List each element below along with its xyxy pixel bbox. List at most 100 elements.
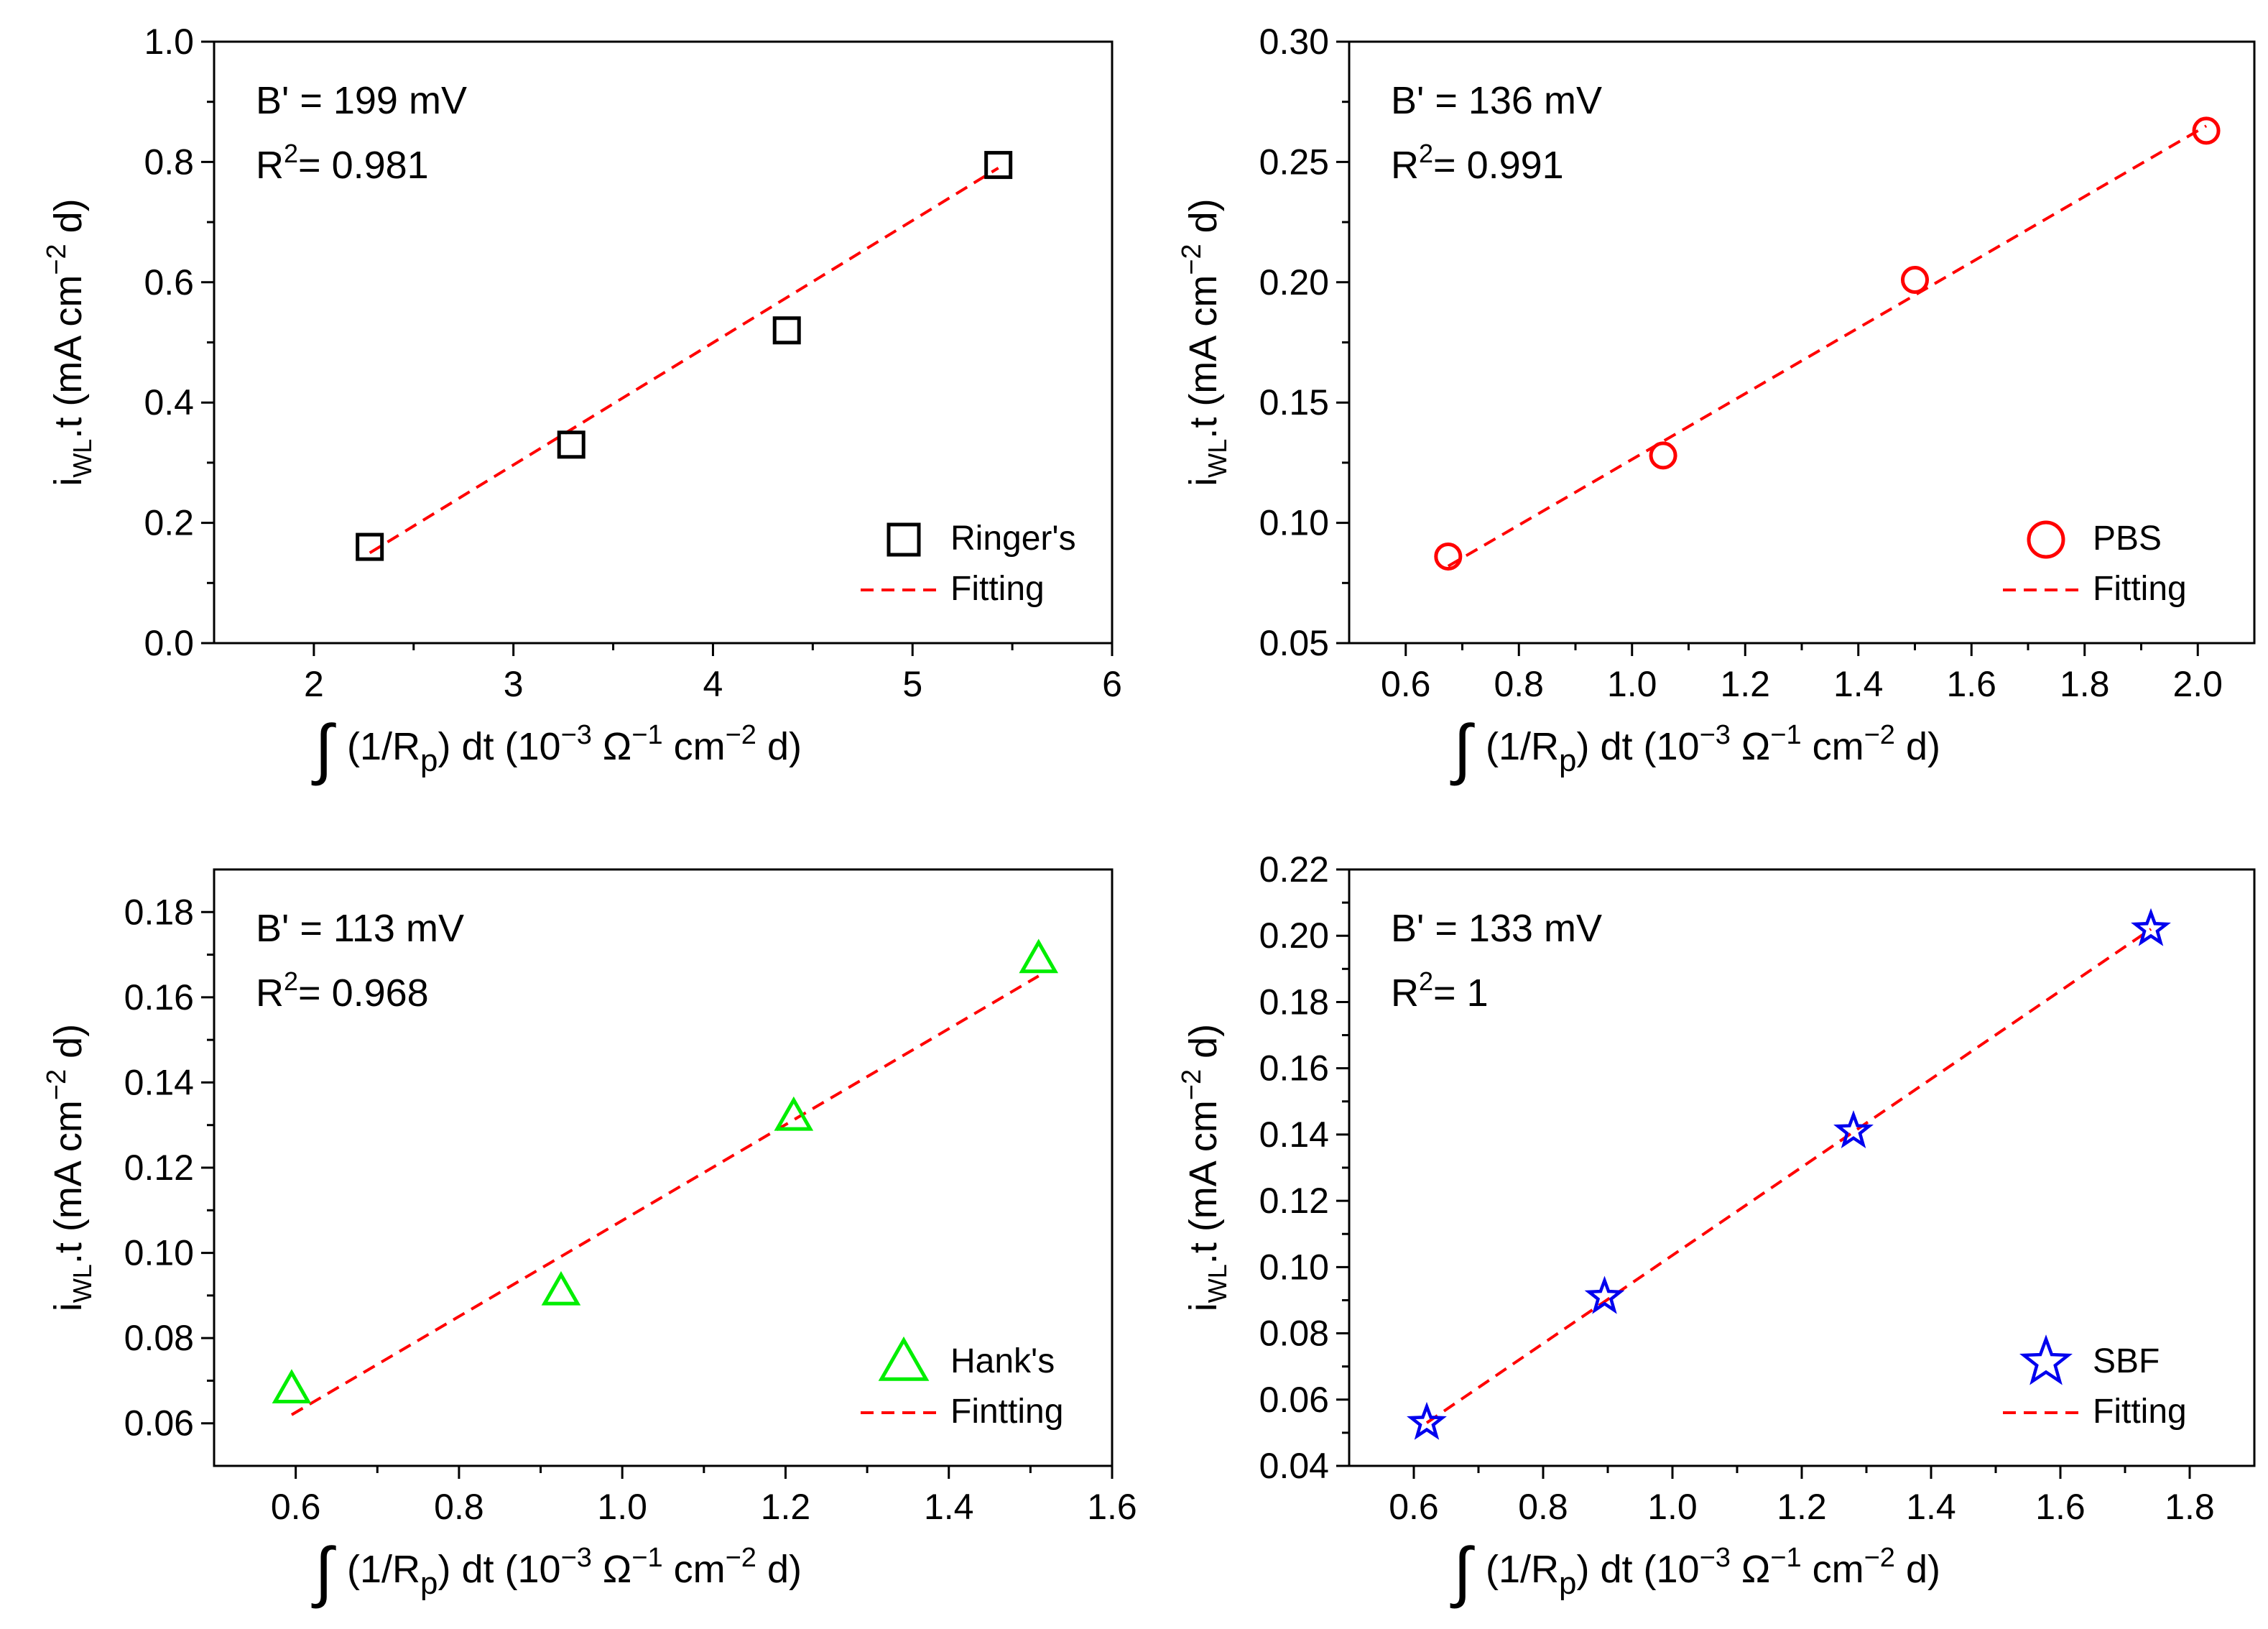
legend-label-fit: Fitting: [2093, 1393, 2187, 1431]
x-tick-label: 0.6: [1389, 1487, 1439, 1527]
y-tick-label: 0.25: [1259, 142, 1329, 182]
y-tick-label: 0.12: [1259, 1181, 1329, 1221]
y-tick-label: 0.22: [1259, 849, 1329, 890]
data-point: [772, 316, 801, 345]
y-tick-label: 0.20: [1259, 262, 1329, 303]
y-tick-label: 0.10: [1259, 503, 1329, 543]
x-tick-label: 2.0: [2172, 664, 2223, 704]
y-axis-title: iWL.t (mA cm−2 d): [1177, 198, 1232, 486]
y-tick-label: 0.2: [144, 503, 194, 543]
data-point: [541, 1270, 581, 1306]
fit-line: [1447, 124, 2208, 568]
x-tick-label: 1.8: [2060, 664, 2110, 704]
x-tick-label: 1.4: [1906, 1487, 1956, 1527]
legend-label-fit: Fintting: [950, 1393, 1063, 1431]
data-point: [356, 532, 384, 561]
x-tick-label: 4: [703, 664, 723, 704]
y-tick-label: 0.08: [1259, 1314, 1329, 1354]
x-axis-title: (1/Rp) dt (10−3 Ω−1 cm−2 d): [1486, 1543, 1940, 1601]
y-axis-title: iWL.t (mA cm−2 d): [1177, 1024, 1232, 1311]
x-tick-label: 1.6: [2035, 1487, 2086, 1527]
panel-top-right: 0.6 0.8 1.0 1.2 1.4 1.6 1.8 2.0 0.05 0.10 0.15 0.20…: [1177, 22, 2256, 786]
data-point: [2131, 908, 2171, 946]
r-squared-label: R2= 0.991: [1391, 139, 1564, 187]
y-tick-label: 0.16: [1259, 1048, 1329, 1089]
data-point: [1833, 1110, 1874, 1148]
y-tick-label: 0.20: [1259, 915, 1329, 956]
legend-marker: [2027, 520, 2065, 559]
y-tick-label: 0.04: [1259, 1446, 1329, 1486]
y-axis-title: iWL.t (mA cm−2 d): [42, 198, 97, 486]
y-tick-label: 1.0: [144, 22, 194, 62]
legend-label-markers: Ringer's: [950, 520, 1076, 558]
y-tick-label: 0.0: [144, 623, 194, 663]
data-point: [272, 1369, 312, 1404]
panel-top-left: 2 3 4 5 6 0.0 0.2 0.4 0.6 0.8 1.0 ∫ (1/Rp) dt (10−3 …: [42, 22, 1122, 786]
y-tick-label: 0.18: [1259, 982, 1329, 1022]
fit-line: [369, 167, 999, 555]
r-squared-label: R2= 0.968: [256, 966, 429, 1015]
data-point: [984, 151, 1013, 180]
panel-bottom-right: 0.6 0.8 1.0 1.2 1.4 1.6 1.8 0.04 0.06 0.08 0.10 0.1…: [1177, 849, 2256, 1609]
x-tick-label: 0.8: [1518, 1487, 1568, 1527]
b-prime-label: B' = 133 mV: [1391, 907, 1602, 950]
x-tick-label: 1.2: [761, 1487, 811, 1527]
legend-marker: [887, 522, 921, 557]
y-tick-label: 0.10: [1259, 1247, 1329, 1287]
x-tick-label: 1.4: [924, 1487, 974, 1527]
x-tick-label: 0.8: [1494, 664, 1544, 704]
y-tick-label: 0.30: [1259, 22, 1329, 62]
y-tick-label: 0.15: [1259, 382, 1329, 423]
y-tick-label: 0.06: [1259, 1380, 1329, 1420]
r-squared-label: R2= 0.981: [256, 139, 429, 187]
b-prime-label: B' = 136 mV: [1391, 79, 1602, 122]
b-prime-label: B' = 199 mV: [256, 79, 467, 122]
y-tick-label: 0.6: [144, 262, 194, 303]
integral-symbol: ∫: [1450, 712, 1475, 786]
y-tick-label: 0.10: [124, 1233, 194, 1273]
x-axis-title: (1/Rp) dt (10−3 Ω−1 cm−2 d): [1486, 720, 1940, 778]
data-point: [1407, 1401, 1447, 1440]
panel-bottom-left: 0.6 0.8 1.0 1.2 1.4 1.6 0.06 0.08 0.10 0.12 0.14 0.…: [42, 868, 1137, 1609]
y-tick-label: 0.05: [1259, 623, 1329, 663]
x-tick-label: 1.8: [2165, 1487, 2215, 1527]
y-tick-label: 0.14: [124, 1062, 194, 1102]
x-tick-label: 1.0: [1607, 664, 1657, 704]
legend-label-markers: PBS: [2093, 520, 2162, 558]
data-point: [2192, 116, 2221, 145]
data-point: [1434, 542, 1463, 571]
x-tick-label: 5: [902, 664, 922, 704]
integral-symbol: ∫: [1450, 1535, 1475, 1609]
integral-symbol: ∫: [311, 1535, 336, 1609]
x-tick-label: 0.6: [1381, 664, 1431, 704]
x-tick-label: 3: [504, 664, 524, 704]
legend-label-markers: SBF: [2093, 1342, 2160, 1380]
data-point: [1019, 938, 1059, 974]
data-point: [1901, 265, 1929, 294]
r-squared-label: R2= 1: [1391, 966, 1489, 1015]
x-tick-label: 1.2: [1720, 664, 1770, 704]
y-tick-label: 0.8: [144, 142, 194, 182]
x-tick-label: 1.0: [1647, 1487, 1698, 1527]
x-tick-label: 1.6: [1946, 664, 1996, 704]
y-tick-label: 0.14: [1259, 1115, 1329, 1155]
legend-label-fit: Fitting: [2093, 570, 2187, 608]
x-tick-label: 1.2: [1777, 1487, 1827, 1527]
y-tick-label: 0.12: [124, 1148, 194, 1188]
x-axis-title: (1/Rp) dt (10−3 Ω−1 cm−2 d): [347, 720, 802, 778]
y-tick-label: 0.16: [124, 977, 194, 1017]
x-tick-label: 1.6: [1087, 1487, 1137, 1527]
legend-label-markers: Hank's: [950, 1342, 1055, 1380]
x-tick-label: 0.8: [434, 1487, 484, 1527]
data-point: [1649, 441, 1677, 470]
fit-line: [290, 974, 1040, 1416]
fit-line: [1425, 928, 2152, 1424]
x-tick-label: 6: [1102, 664, 1122, 704]
y-tick-label: 0.08: [124, 1318, 194, 1358]
x-tick-label: 1.4: [1833, 664, 1884, 704]
legend-label-fit: Fitting: [950, 570, 1045, 608]
legend-marker: [2019, 1334, 2073, 1385]
legend-marker: [878, 1336, 930, 1381]
y-tick-label: 0.4: [144, 382, 194, 423]
